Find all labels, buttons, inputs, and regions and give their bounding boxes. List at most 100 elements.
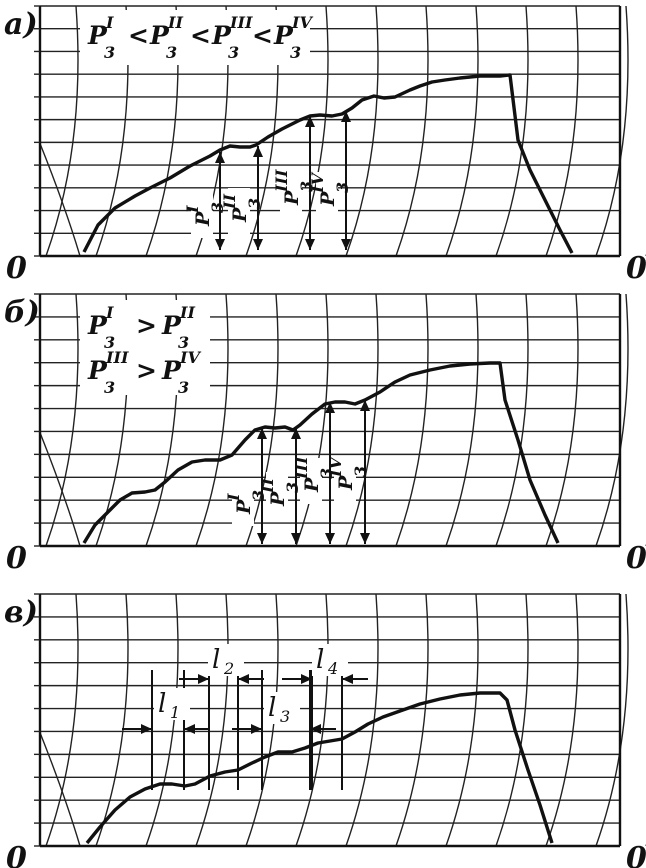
arrowhead-down (257, 533, 267, 544)
arrowhead-down (341, 239, 351, 250)
pressure-label-p3: PIV 3 (308, 172, 352, 218)
inequality-superscript: I (105, 13, 114, 32)
interval-subscript: 1 (170, 703, 180, 722)
label-background (316, 172, 338, 218)
inequality-superscript: II (167, 13, 183, 32)
label-background (154, 688, 190, 720)
arrowhead-down (291, 533, 301, 544)
pressure-superscript: II (258, 478, 277, 494)
inequality-symbol-p: P (273, 21, 294, 50)
pressure-superscript: III (292, 456, 311, 480)
inequality-superscript: IV (291, 13, 313, 32)
inequality-subscript: 3 (104, 43, 115, 62)
inequality-symbol-p: P (149, 21, 170, 50)
origin-zero-right: 0 (626, 841, 646, 868)
inequality-subscript: 3 (104, 333, 115, 352)
grid-line-curved (345, 593, 379, 847)
arrowhead-down (215, 239, 225, 250)
pressure-subscript: 3 (245, 198, 264, 209)
arrowhead-down (253, 239, 263, 250)
arrowhead-right (141, 724, 152, 734)
pressure-subscript: 3 (333, 182, 352, 193)
grid-line-curved (495, 293, 529, 547)
pressure-symbol: P (233, 499, 255, 515)
grid-line-curved (395, 5, 429, 257)
grid-line-curved (45, 593, 79, 847)
arrowhead-right (198, 674, 209, 684)
arrowhead-up (253, 146, 263, 157)
arrowhead-left (342, 674, 353, 684)
grid-line-curved (595, 5, 629, 257)
origin-zero-left: 0 (6, 251, 27, 286)
inequality-subscript: 3 (104, 378, 115, 397)
curved-grid (39, 5, 646, 257)
label-background (191, 192, 213, 238)
grid-line-curved (445, 5, 479, 257)
panel-label: б) (4, 295, 40, 330)
grid-line-curved (39, 143, 81, 257)
pressure-label-p3: PII 3 (258, 472, 302, 518)
interval-symbol-l: l (268, 693, 276, 723)
pressure-symbol: P (301, 477, 323, 493)
origin-zero-left: 0 (6, 841, 27, 868)
grid-line-curved (345, 5, 379, 257)
inequality-symbol-p: P (161, 311, 182, 340)
pressure-superscript: I (183, 205, 202, 214)
inequality-subscript: 3 (178, 378, 189, 397)
label-background (280, 171, 302, 217)
grid-line-curved (495, 5, 529, 257)
grid-line-curved (295, 293, 329, 547)
grid-line-curved (545, 293, 579, 547)
label-background (228, 188, 250, 234)
inequality-symbol-p: P (211, 21, 232, 50)
interval-symbol-l: l (158, 689, 166, 719)
inequality-operator: > (136, 356, 157, 385)
label-background (334, 456, 356, 502)
arrowhead-left (184, 724, 195, 734)
grid-line-curved (395, 593, 429, 847)
label-background (208, 644, 244, 676)
arrowhead-left (238, 674, 249, 684)
arrowhead-right (251, 724, 262, 734)
pressure-symbol: P (267, 491, 289, 507)
pressure-subscript: 3 (317, 468, 336, 479)
pressure-curve (82, 73, 574, 254)
inequality-superscript: II (179, 303, 195, 322)
pressure-symbol: P (192, 211, 214, 227)
inequality-superscript: III (229, 13, 253, 32)
arrowhead-right (301, 674, 312, 684)
label-background (300, 458, 322, 504)
origin-zero-right: 0 (626, 251, 646, 286)
grid-line-curved (495, 593, 529, 847)
grid-line-curved (595, 593, 629, 847)
inequality-operator: < (252, 21, 273, 50)
arrowhead-up (257, 428, 267, 439)
grid-line-curved (445, 593, 479, 847)
legend-background (80, 10, 310, 65)
panel-label: в) (4, 595, 38, 630)
inequality-subscript: 3 (166, 43, 177, 62)
inequality-superscript: III (105, 348, 129, 367)
inequality-symbol-p: P (87, 356, 108, 385)
origin-zero-right: 0 (626, 541, 646, 576)
arrowhead-up (215, 152, 225, 163)
interval-subscript: 4 (327, 659, 338, 678)
interval-subscript: 2 (223, 659, 234, 678)
pressure-superscript: IV (326, 456, 345, 478)
grid-line-curved (595, 293, 629, 547)
pressure-superscript: II (220, 194, 239, 210)
pressure-superscript: III (272, 169, 291, 193)
pressure-label-p3: PIV 3 (326, 456, 370, 502)
inequality-superscript: IV (179, 348, 201, 367)
arrowhead-up (341, 111, 351, 122)
pressure-subscript: 3 (283, 482, 302, 493)
arrowhead-down (360, 533, 370, 544)
arrowhead-down (325, 533, 335, 544)
pressure-label-p3: PII 3 (220, 188, 264, 234)
inequality-operator: > (136, 311, 157, 340)
grid-line-curved (395, 293, 429, 547)
inequality-operator: < (190, 21, 211, 50)
inequality-subscript: 3 (178, 333, 189, 352)
pressure-subscript: 3 (351, 466, 370, 477)
